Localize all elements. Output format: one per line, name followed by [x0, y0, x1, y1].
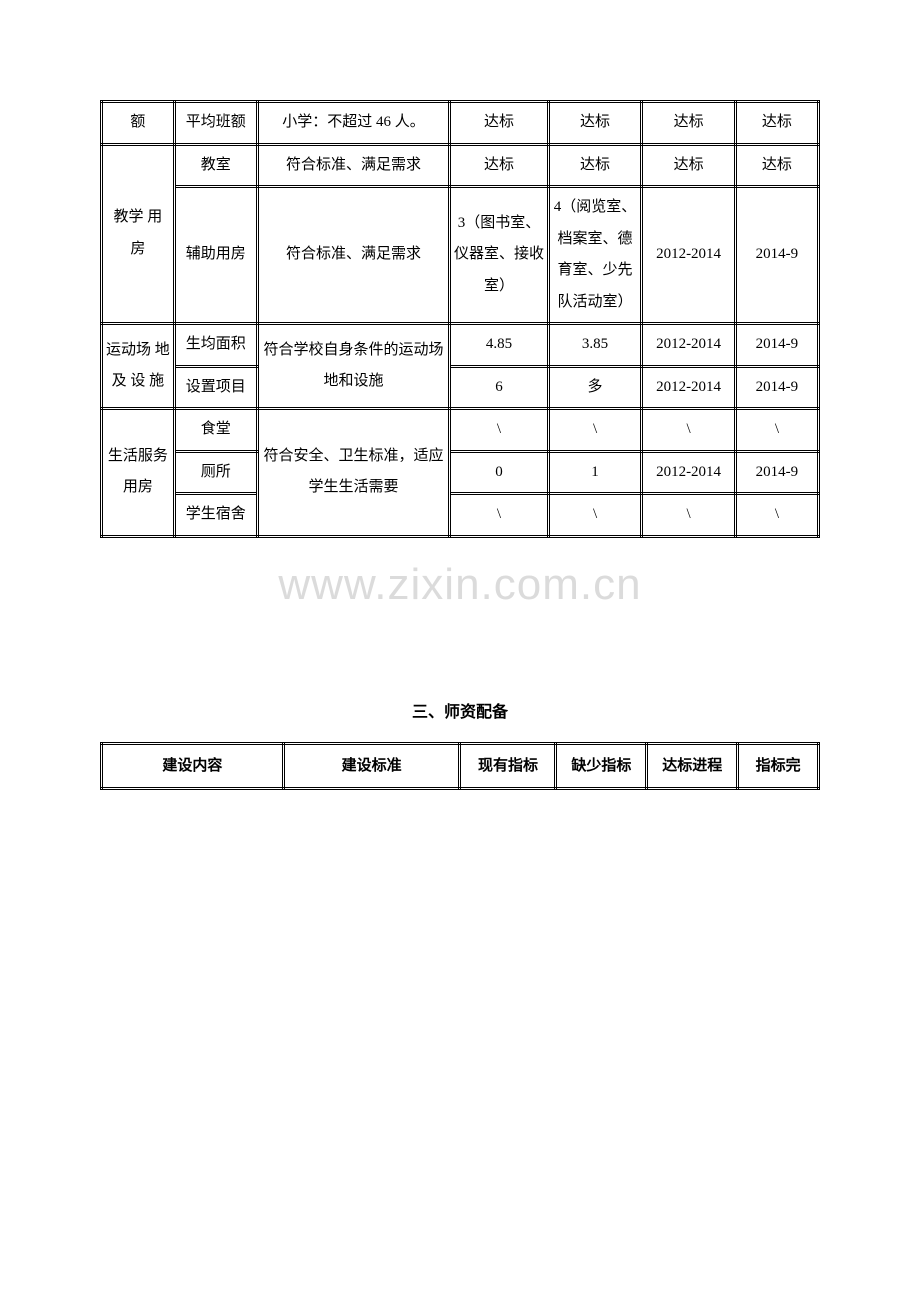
table-cell: 2014-9 — [735, 324, 818, 367]
table-cell: \ — [642, 494, 736, 537]
table-cell: 2014-9 — [735, 451, 818, 494]
table-row: 额平均班额小学：不超过 46 人。达标达标达标达标 — [102, 102, 819, 145]
table-cell: 达标 — [450, 144, 549, 187]
table-cell: 符合学校自身条件的运动场地和设施 — [257, 324, 449, 409]
table-cell: 额 — [102, 102, 175, 145]
table-cell: \ — [735, 494, 818, 537]
table-cell: 达标 — [642, 144, 736, 187]
table-cell: 6 — [450, 366, 549, 409]
table-cell: 教室 — [174, 144, 257, 187]
table-cell: 小学：不超过 46 人。 — [257, 102, 449, 145]
teacher-config-table-header: 建设内容建设标准现有指标缺少指标达标进程指标完 — [100, 742, 820, 790]
table-cell: 生活服务用房 — [102, 409, 175, 537]
table-cell: 达标 — [450, 102, 549, 145]
table-row: 学生宿舍\\\\ — [102, 494, 819, 537]
section-3-title: 三、师资配备 — [100, 698, 820, 722]
table-header-cell: 指标完 — [738, 743, 819, 788]
table-cell: 达标 — [735, 144, 818, 187]
table-cell: 1 — [548, 451, 642, 494]
table-row: 教学 用 房教室符合标准、满足需求达标达标达标达标 — [102, 144, 819, 187]
table-cell: 达标 — [548, 102, 642, 145]
table-cell: 厕所 — [174, 451, 257, 494]
table-cell: 2012-2014 — [642, 451, 736, 494]
table-row: 设置项目 6多2012-20142014-9 — [102, 366, 819, 409]
table-cell: 4（阅览室、档案室、德育室、少先队活动室） — [548, 187, 642, 324]
table-header-cell: 达标进程 — [647, 743, 738, 788]
table-cell: \ — [548, 494, 642, 537]
table-cell: 2014-9 — [735, 187, 818, 324]
table-cell: 多 — [548, 366, 642, 409]
table-cell: 食堂 — [174, 409, 257, 452]
table-row: 运动场 地及 设 施生均面积符合学校自身条件的运动场地和设施4.853.8520… — [102, 324, 819, 367]
table-cell: 3（图书室、仪器室、接收室） — [450, 187, 549, 324]
table-cell: 达标 — [735, 102, 818, 145]
table-cell: 0 — [450, 451, 549, 494]
table-cell: \ — [548, 409, 642, 452]
table-cell: 3.85 — [548, 324, 642, 367]
table-cell: 辅助用房 — [174, 187, 257, 324]
table-cell: 2012-2014 — [642, 187, 736, 324]
table-cell: \ — [450, 494, 549, 537]
table-cell: 达标 — [642, 102, 736, 145]
table-row: 厕所 012012-20142014-9 — [102, 451, 819, 494]
table-cell: 符合安全、卫生标准，适应学生生活需要 — [257, 409, 449, 537]
table-header-cell: 现有指标 — [460, 743, 556, 788]
table-header-cell: 建设标准 — [283, 743, 460, 788]
table-cell: 平均班额 — [174, 102, 257, 145]
table-cell: \ — [735, 409, 818, 452]
table-cell: 4.85 — [450, 324, 549, 367]
table-cell: 2012-2014 — [642, 324, 736, 367]
table-header-cell: 建设内容 — [102, 743, 284, 788]
table-cell: \ — [642, 409, 736, 452]
table-row: 辅助用房符合标准、满足需求3（图书室、仪器室、接收室）4（阅览室、档案室、德育室… — [102, 187, 819, 324]
standards-table: 额平均班额小学：不超过 46 人。达标达标达标达标教学 用 房教室符合标准、满足… — [100, 100, 820, 538]
table-cell: 符合标准、满足需求 — [257, 187, 449, 324]
table-header-cell: 缺少指标 — [556, 743, 647, 788]
table-cell: 设置项目 — [174, 366, 257, 409]
table-cell: 学生宿舍 — [174, 494, 257, 537]
table-cell: 达标 — [548, 144, 642, 187]
table-cell: \ — [450, 409, 549, 452]
table-cell: 生均面积 — [174, 324, 257, 367]
table-cell: 符合标准、满足需求 — [257, 144, 449, 187]
table-cell: 2014-9 — [735, 366, 818, 409]
table-row: 生活服务用房食堂符合安全、卫生标准，适应学生生活需要\\\\ — [102, 409, 819, 452]
table-cell: 教学 用 房 — [102, 144, 175, 324]
table-cell: 2012-2014 — [642, 366, 736, 409]
table-cell: 运动场 地及 设 施 — [102, 324, 175, 409]
